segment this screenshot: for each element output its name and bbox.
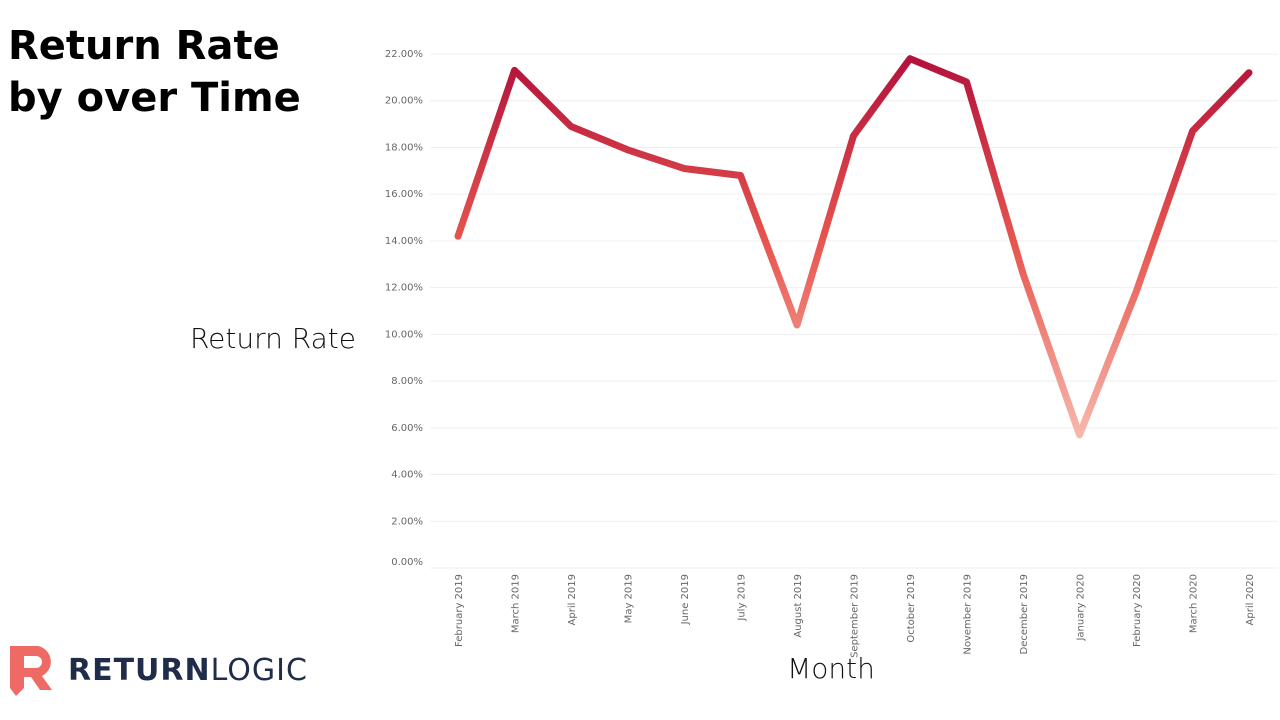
x-tick-label: September 2019: [850, 574, 861, 658]
x-tick-label: July 2019: [737, 574, 748, 622]
x-tick-label: October 2019: [906, 574, 917, 643]
logo-icon: [10, 646, 52, 696]
x-tick-label: April 2020: [1245, 574, 1256, 625]
x-tick-label: June 2019: [680, 574, 691, 625]
y-tick-label: 4.00%: [391, 470, 423, 481]
y-tick-label: 14.00%: [385, 236, 423, 247]
chart-title: Return Rate by over Time: [8, 23, 301, 121]
y-tick-label: 20.00%: [385, 96, 423, 107]
x-axis-label: Month: [787, 652, 875, 685]
x-tick-label: February 2019: [454, 574, 465, 647]
x-tick-label: November 2019: [963, 574, 974, 655]
data-line: [454, 55, 1253, 439]
y-tick-label: 2.00%: [391, 516, 423, 527]
logo-bold: RETURN: [68, 652, 211, 688]
x-tick-label: January 2020: [1076, 574, 1087, 642]
y-tick-label: 6.00%: [391, 423, 423, 434]
y-axis-label: Return Rate: [189, 322, 356, 355]
x-tick-label: April 2019: [567, 574, 578, 625]
y-tick-label: 12.00%: [385, 283, 423, 294]
y-tick-label: 18.00%: [385, 142, 423, 153]
y-tick-label: 22.00%: [385, 49, 423, 60]
logo-text: RETURNLOGIC: [68, 653, 308, 688]
x-tick-label: May 2019: [624, 574, 635, 623]
x-tick-label: August 2019: [793, 574, 804, 638]
x-tick-label: December 2019: [1019, 574, 1030, 654]
x-tick-label: February 2020: [1132, 574, 1143, 647]
y-tick-label: 0.00%: [391, 557, 423, 568]
logo-light: LOGIC: [210, 652, 308, 688]
logo: RETURNLOGIC: [8, 640, 308, 700]
x-tick-label: March 2019: [511, 574, 522, 633]
y-tick-label: 10.00%: [385, 329, 423, 340]
y-tick-label: 8.00%: [391, 376, 423, 387]
y-tick-label: 16.00%: [385, 189, 423, 200]
x-tick-label: March 2020: [1189, 574, 1200, 633]
